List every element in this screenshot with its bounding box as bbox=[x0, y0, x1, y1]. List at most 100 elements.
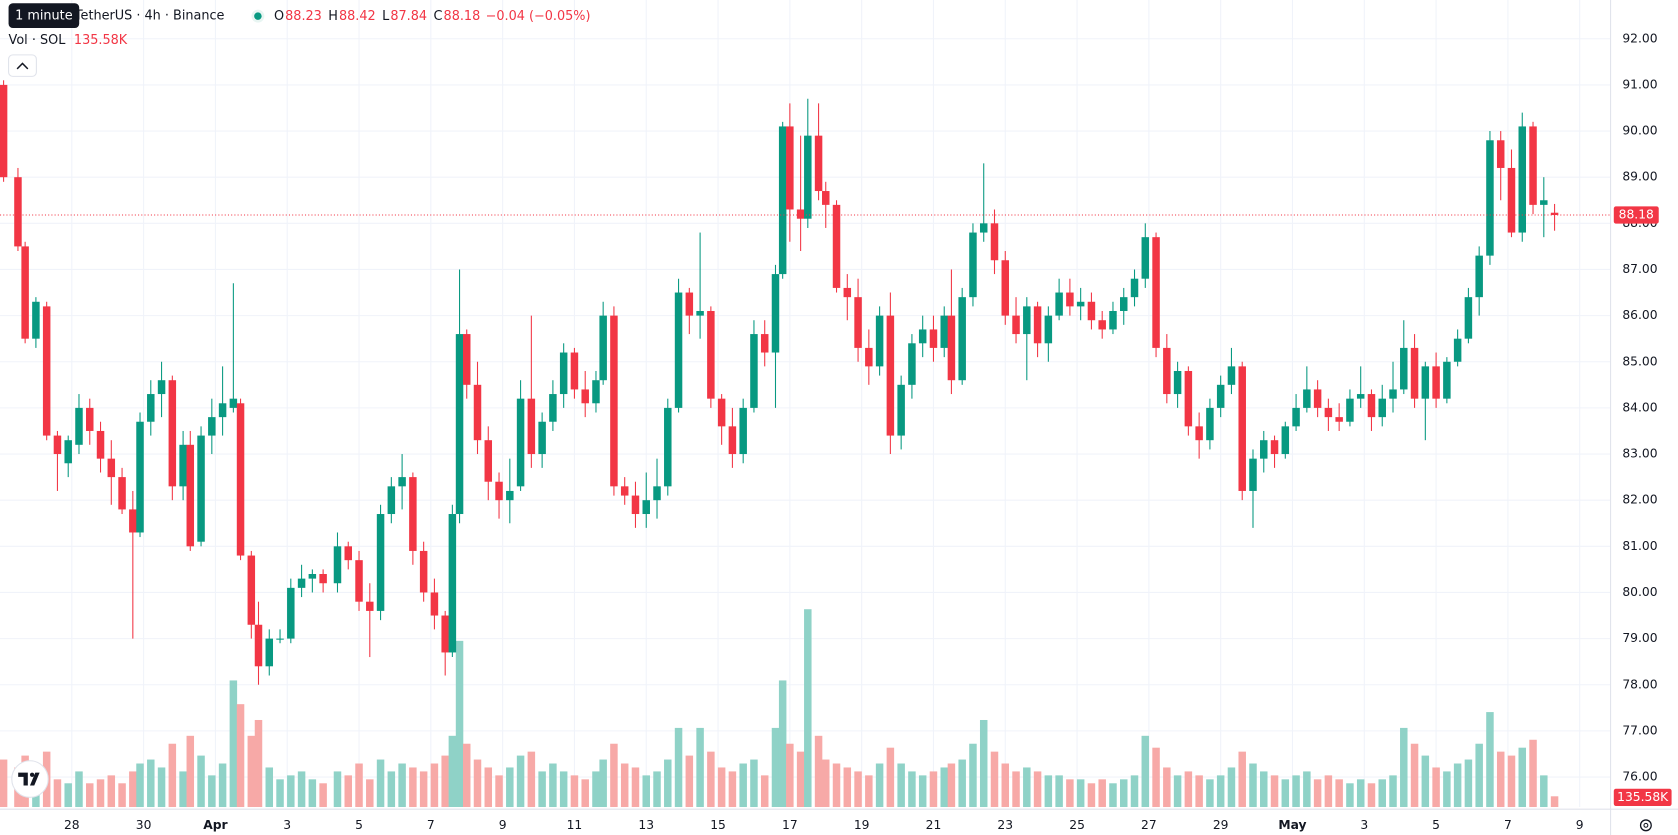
volume-bar bbox=[1378, 779, 1386, 808]
candle-body bbox=[1238, 366, 1246, 491]
candle-body bbox=[1432, 366, 1440, 399]
candle-body bbox=[969, 232, 977, 298]
volume-bar bbox=[455, 640, 464, 808]
last-volume-label: 135.58K bbox=[1617, 790, 1669, 804]
legend-value: 88.23 bbox=[285, 9, 322, 24]
y-tick-label: 89.00 bbox=[1622, 170, 1657, 184]
candle-body bbox=[1044, 315, 1053, 344]
candle-body bbox=[495, 481, 503, 501]
volume-bar bbox=[664, 759, 672, 808]
candle-body bbox=[1486, 140, 1494, 256]
y-tick-label: 91.00 bbox=[1622, 77, 1657, 91]
candle-body bbox=[276, 638, 284, 640]
legend-change: −0.04 (−0.05%) bbox=[486, 9, 591, 24]
volume-bar bbox=[1163, 767, 1171, 808]
chart-title: TetherUS · 4h · Binance bbox=[74, 9, 225, 24]
x-tick-label: 5 bbox=[1432, 818, 1440, 832]
volume-bar bbox=[236, 704, 245, 808]
volume-bar bbox=[495, 775, 503, 808]
candle-body bbox=[308, 574, 317, 579]
candle-body bbox=[620, 486, 629, 496]
candle-body bbox=[1163, 347, 1171, 395]
volume-bar bbox=[1033, 771, 1042, 808]
volume-bar bbox=[1486, 712, 1494, 808]
x-tick-label: 23 bbox=[997, 818, 1013, 832]
volume-bar bbox=[796, 751, 805, 808]
volume-bar bbox=[1421, 755, 1430, 808]
candle-body bbox=[53, 435, 62, 455]
candle-body bbox=[1130, 278, 1139, 298]
volume-bar bbox=[1076, 779, 1085, 808]
candle-body bbox=[897, 384, 905, 436]
volume-bar bbox=[843, 767, 852, 808]
candle-body bbox=[147, 394, 155, 422]
volume-bar bbox=[1066, 779, 1074, 808]
volume-bar bbox=[1098, 779, 1106, 808]
volume-bar bbox=[1119, 779, 1128, 808]
volume-bar bbox=[538, 771, 546, 808]
candle-body bbox=[804, 135, 812, 219]
candle-body bbox=[886, 315, 895, 436]
settings[interactable] bbox=[1639, 819, 1652, 832]
volume-bar bbox=[1464, 759, 1473, 808]
volume-bar bbox=[1044, 775, 1053, 808]
collapse-button[interactable] bbox=[8, 54, 37, 77]
volume-bar bbox=[979, 719, 988, 808]
volume-bar bbox=[1346, 783, 1354, 808]
legend-key: O bbox=[274, 9, 284, 24]
candle-body bbox=[1453, 338, 1462, 362]
volume-bar bbox=[96, 779, 105, 808]
volume-bar bbox=[786, 743, 794, 808]
logo-mark bbox=[18, 772, 40, 786]
volume-bar bbox=[620, 763, 629, 808]
candle-body bbox=[771, 274, 780, 353]
volume-bar bbox=[1313, 779, 1322, 808]
candle-body bbox=[875, 315, 884, 367]
candle-body bbox=[409, 477, 417, 551]
volume-bar bbox=[707, 751, 715, 808]
candle-body bbox=[107, 458, 116, 478]
volume-bar bbox=[64, 783, 72, 808]
candle-body bbox=[1173, 370, 1182, 395]
status-dot bbox=[254, 12, 262, 20]
candle-body bbox=[947, 315, 956, 381]
candle-body bbox=[1023, 306, 1031, 335]
volume-bar bbox=[875, 763, 884, 808]
candle-body bbox=[538, 421, 546, 455]
candle-body bbox=[333, 546, 342, 584]
candle-body bbox=[940, 315, 948, 348]
candle-body bbox=[32, 301, 40, 339]
volume-bar bbox=[728, 771, 737, 808]
x-tick-label: 30 bbox=[136, 818, 152, 832]
x-tick-label: 7 bbox=[1504, 818, 1512, 832]
x-tick-label: 9 bbox=[1576, 818, 1584, 832]
legend-key: C bbox=[434, 9, 443, 24]
tooltip-text: 1 minute bbox=[15, 9, 73, 24]
volume-bar bbox=[1238, 751, 1246, 808]
candle-body bbox=[1012, 315, 1020, 335]
candle-body bbox=[1518, 126, 1527, 233]
volume-bar bbox=[750, 759, 758, 808]
settings-icon[interactable] bbox=[1639, 819, 1652, 832]
volume-bar bbox=[570, 775, 579, 808]
volume-bar bbox=[969, 743, 977, 808]
volume-bar bbox=[739, 763, 747, 808]
volume-bar bbox=[822, 759, 830, 808]
volume-bar bbox=[771, 727, 780, 808]
volume-bar bbox=[254, 719, 263, 808]
candle-body bbox=[653, 486, 661, 501]
volume-bar bbox=[208, 775, 216, 808]
candle-body bbox=[1475, 255, 1483, 298]
volume-bar bbox=[1184, 771, 1193, 808]
candle-body bbox=[1529, 126, 1537, 205]
x-tick-label: 7 bbox=[427, 818, 435, 832]
volume-bar bbox=[897, 763, 905, 808]
collapse-icon bbox=[16, 62, 29, 70]
candle-body bbox=[1443, 361, 1451, 399]
volume-bar bbox=[136, 763, 144, 808]
x-tick-label: 28 bbox=[64, 818, 80, 832]
candle-body bbox=[430, 592, 439, 616]
candle-body bbox=[448, 514, 457, 653]
volume-bar bbox=[398, 763, 406, 808]
